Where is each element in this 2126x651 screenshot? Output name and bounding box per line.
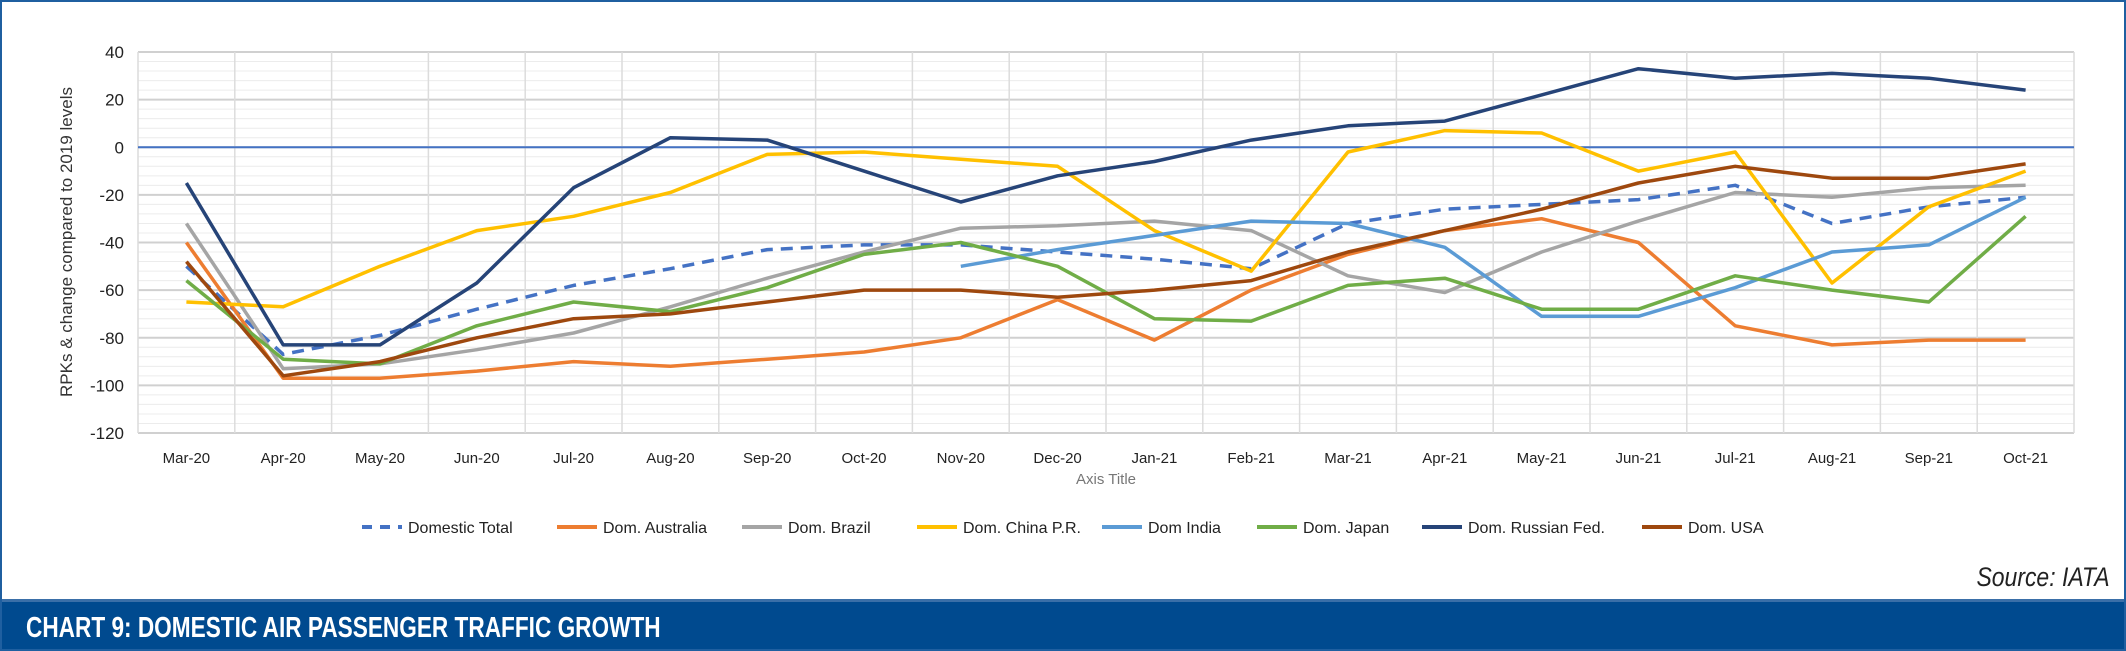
series-line bbox=[184, 183, 2026, 371]
legend-label: Dom. USA bbox=[1688, 520, 1764, 537]
x-tick-label: Jun-21 bbox=[1615, 450, 1661, 467]
x-tick-label: Oct-21 bbox=[2003, 450, 2048, 467]
legend-item: Dom. Japan bbox=[1257, 520, 1389, 537]
x-tick-label: Apr-21 bbox=[1422, 450, 1467, 467]
legend-item: Dom. Russian Fed. bbox=[1422, 520, 1605, 537]
x-tick-label: Aug-20 bbox=[646, 450, 694, 467]
legend-item: Dom. Australia bbox=[557, 520, 707, 537]
title-bar: CHART 9: DOMESTIC AIR PASSENGER TRAFFIC … bbox=[2, 599, 2124, 649]
y-axis-label: RPKs & change compared to 2019 levels bbox=[57, 87, 76, 397]
series-dom-india bbox=[960, 195, 2027, 319]
legend-item: Dom. USA bbox=[1642, 520, 1764, 537]
source-note: Source: IATA bbox=[1976, 562, 2110, 592]
x-tick-label: Jun-20 bbox=[454, 450, 500, 467]
x-tick-label: Oct-20 bbox=[841, 450, 886, 467]
x-tick-label: Jul-21 bbox=[1715, 450, 1756, 467]
y-tick-label: 20 bbox=[105, 91, 124, 110]
legend-label: Dom India bbox=[1148, 520, 1221, 537]
x-tick-label: Dec-20 bbox=[1033, 450, 1081, 467]
series-line bbox=[185, 183, 2026, 357]
y-tick-label: -100 bbox=[90, 376, 124, 395]
y-tick-label: 40 bbox=[105, 43, 124, 62]
series-lines bbox=[184, 66, 2027, 380]
y-tick-label: -60 bbox=[99, 281, 124, 300]
x-tick-label: May-20 bbox=[355, 450, 405, 467]
chart-title: CHART 9: DOMESTIC AIR PASSENGER TRAFFIC … bbox=[26, 612, 661, 644]
x-axis-ticks: Mar-20 Apr-20 May-20 Jun-20 Jul-20 Aug-20 Sep-… bbox=[163, 450, 2048, 467]
series-dom-brazil bbox=[184, 183, 2026, 371]
x-tick-label: Sep-21 bbox=[1905, 450, 1953, 467]
x-axis-label: Axis Title bbox=[1076, 471, 1136, 488]
legend: Domestic Total Dom. Australia Dom. Brazil D… bbox=[362, 520, 1764, 537]
x-tick-label: Apr-20 bbox=[261, 450, 306, 467]
series-dom-china-p-r- bbox=[186, 128, 2027, 309]
legend-label: Dom. Brazil bbox=[788, 520, 871, 537]
legend-item: Dom. Brazil bbox=[742, 520, 871, 537]
legend-item: Dom. China P.R. bbox=[917, 520, 1081, 537]
series-dom-usa bbox=[185, 162, 2026, 378]
series-line bbox=[184, 216, 2026, 380]
x-tick-label: Feb-21 bbox=[1227, 450, 1275, 467]
series-dom-russian-fed- bbox=[184, 66, 2026, 347]
x-tick-label: Aug-21 bbox=[1808, 450, 1856, 467]
x-tick-label: Mar-20 bbox=[163, 450, 211, 467]
x-tick-label: Jan-21 bbox=[1131, 450, 1177, 467]
legend-label: Dom. Russian Fed. bbox=[1468, 520, 1605, 537]
y-tick-label: -80 bbox=[99, 329, 124, 348]
series-line bbox=[186, 128, 2027, 309]
series-line bbox=[960, 195, 2027, 319]
series-line bbox=[185, 162, 2026, 378]
y-tick-label: -120 bbox=[90, 424, 124, 443]
x-tick-label: Mar-21 bbox=[1324, 450, 1372, 467]
legend-label: Dom. Japan bbox=[1303, 520, 1389, 537]
series-line bbox=[184, 66, 2026, 347]
y-axis-ticks: 40 20 0 -20 -40 -60 -80 -100 -120 bbox=[90, 43, 124, 443]
x-tick-label: Sep-20 bbox=[743, 450, 791, 467]
legend-label: Dom. China P.R. bbox=[963, 520, 1081, 537]
legend-label: Domestic Total bbox=[408, 520, 513, 537]
y-tick-label: -40 bbox=[99, 234, 124, 253]
x-tick-label: May-21 bbox=[1517, 450, 1567, 467]
legend-label: Dom. Australia bbox=[603, 520, 707, 537]
series-dom-australia bbox=[184, 216, 2026, 380]
legend-item: Domestic Total bbox=[362, 520, 513, 537]
y-tick-label: -20 bbox=[99, 186, 124, 205]
x-tick-label: Nov-20 bbox=[937, 450, 985, 467]
legend-item: Dom India bbox=[1102, 520, 1221, 537]
y-tick-label: 0 bbox=[115, 138, 124, 157]
x-tick-label: Jul-20 bbox=[553, 450, 594, 467]
